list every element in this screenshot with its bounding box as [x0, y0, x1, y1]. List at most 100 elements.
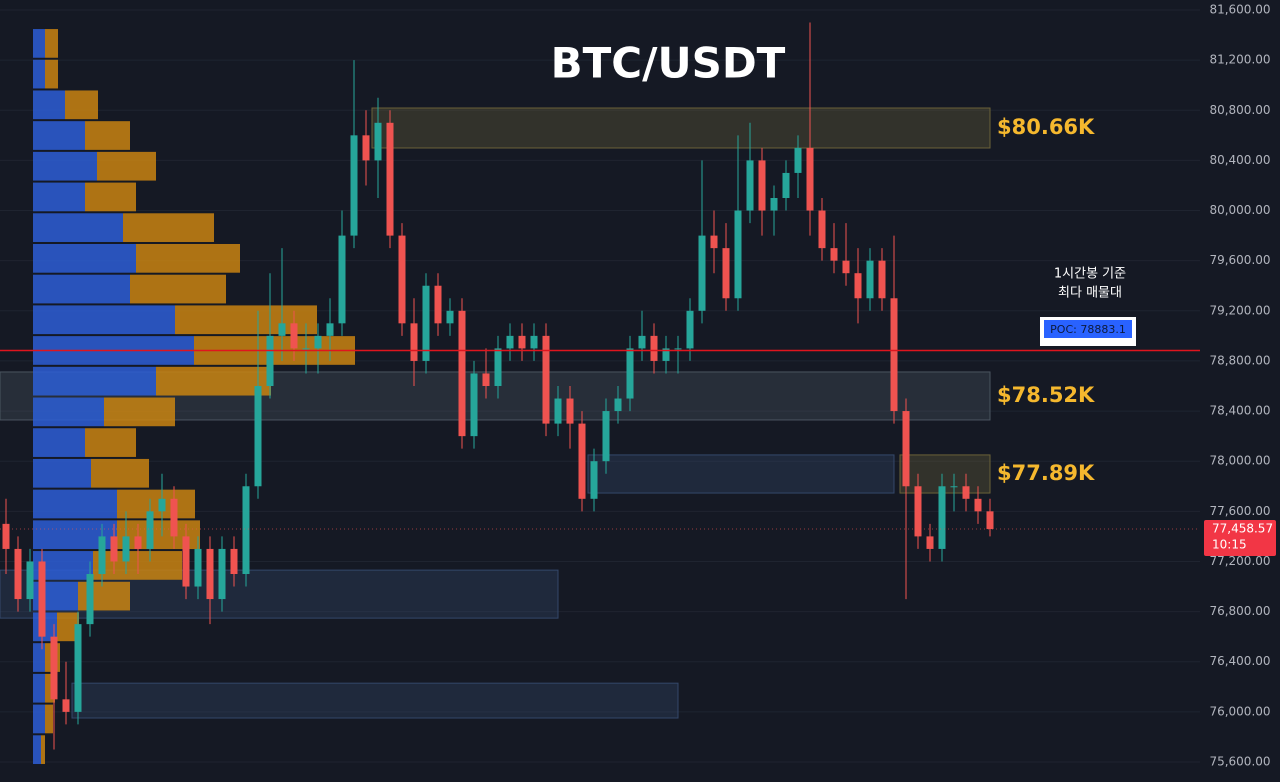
candle-body — [494, 348, 502, 386]
profile-buy — [33, 243, 136, 273]
candle-body — [410, 323, 418, 361]
zone-label: $80.66K — [997, 115, 1095, 139]
candle-body — [362, 135, 370, 161]
candle-body — [518, 335, 526, 349]
profile-buy — [33, 59, 45, 89]
candle-body — [950, 486, 958, 488]
profile-buy — [33, 489, 117, 519]
candle-body — [650, 335, 658, 361]
candles — [2, 22, 994, 750]
zone-label: $78.52K — [997, 383, 1095, 407]
y-tick-label: 78,400.00 — [1209, 404, 1270, 418]
profile-buy — [33, 274, 130, 304]
y-tick-label: 77,200.00 — [1209, 554, 1270, 568]
y-tick-label: 81,200.00 — [1209, 53, 1270, 67]
candle-body — [482, 373, 490, 386]
candle-body — [698, 235, 706, 311]
candle-body — [158, 498, 166, 512]
zone-label: $77.89K — [997, 461, 1095, 485]
candle-body — [302, 348, 310, 350]
y-tick-label: 75,600.00 — [1209, 755, 1270, 769]
candle-body — [986, 511, 994, 530]
candle-body — [902, 411, 910, 487]
y-tick-label: 78,000.00 — [1209, 454, 1270, 468]
profile-buy — [33, 643, 45, 672]
candle-body — [578, 423, 586, 499]
y-tick-label: 80,000.00 — [1209, 203, 1270, 217]
profile-sell — [65, 90, 98, 120]
profile-buy — [33, 366, 156, 396]
profile-buy — [33, 213, 123, 242]
candle-body — [194, 548, 202, 587]
y-tick-label: 79,600.00 — [1209, 253, 1270, 267]
profile-sell — [130, 274, 226, 304]
candle-body — [278, 323, 286, 336]
candle-body — [890, 298, 898, 412]
candle-body — [434, 285, 442, 324]
candle-body — [338, 235, 346, 324]
poc-label: POC: 78883.1 — [1050, 323, 1126, 336]
candle-body — [26, 561, 34, 600]
y-tick-label: 76,800.00 — [1209, 604, 1270, 618]
candle-body — [974, 498, 982, 512]
candle-body — [86, 574, 94, 625]
profile-buy — [33, 121, 85, 150]
candle-body — [206, 548, 214, 600]
candle-body — [134, 536, 142, 549]
candle-body — [230, 548, 238, 574]
y-tick-label: 78,800.00 — [1209, 353, 1270, 367]
annotation: 1시간봉 기준 — [1054, 267, 1126, 282]
candle-body — [350, 135, 358, 236]
candle-body — [554, 398, 562, 424]
candle-body — [122, 536, 130, 562]
candle-body — [794, 147, 802, 173]
annotation: 최다 매물대 — [1058, 286, 1122, 301]
candle-body — [170, 498, 178, 537]
profile-sell — [136, 243, 240, 273]
candle-body — [818, 210, 826, 249]
candle-body — [14, 548, 22, 600]
profile-buy — [33, 151, 97, 181]
chart-title: BTC/USDT — [551, 39, 786, 88]
profile-sell — [57, 612, 79, 642]
candle-body — [182, 536, 190, 587]
candle-body — [218, 548, 226, 600]
candle-body — [38, 561, 46, 637]
candle-body — [98, 536, 106, 574]
profile-sell — [85, 428, 136, 457]
last-price-tag — [1204, 520, 1276, 557]
candle-body — [602, 411, 610, 462]
profile-buy — [33, 397, 104, 427]
candle-body — [674, 348, 682, 350]
candle-body — [854, 273, 862, 299]
candle-body — [590, 461, 598, 499]
y-tick-label: 79,200.00 — [1209, 303, 1270, 317]
profile-buy — [33, 673, 45, 703]
poc-box-inner — [1044, 320, 1132, 338]
y-tick-label: 80,400.00 — [1209, 153, 1270, 167]
profile-sell — [45, 59, 58, 89]
profile-sell — [91, 458, 149, 488]
y-tick-label: 80,800.00 — [1209, 103, 1270, 117]
candle-body — [734, 210, 742, 299]
candle-body — [614, 398, 622, 412]
candle-body — [110, 536, 118, 562]
candle-body — [926, 536, 934, 549]
candle-body — [458, 310, 466, 437]
candle-body — [470, 373, 478, 437]
candle-body — [146, 511, 154, 549]
candle-body — [710, 235, 718, 249]
candle-body — [842, 260, 850, 274]
profile-buy — [33, 29, 45, 58]
candle-body — [398, 235, 406, 324]
y-tick-label: 76,400.00 — [1209, 654, 1270, 668]
y-tick-label: 81,600.00 — [1209, 3, 1270, 17]
profile-buy — [33, 704, 45, 734]
last-price-label: 77,458.57 — [1212, 522, 1273, 536]
candle-body — [386, 122, 394, 236]
candle-body — [542, 335, 550, 424]
profile-buy — [33, 90, 65, 120]
candle-body — [314, 335, 322, 349]
candle-body — [830, 248, 838, 261]
